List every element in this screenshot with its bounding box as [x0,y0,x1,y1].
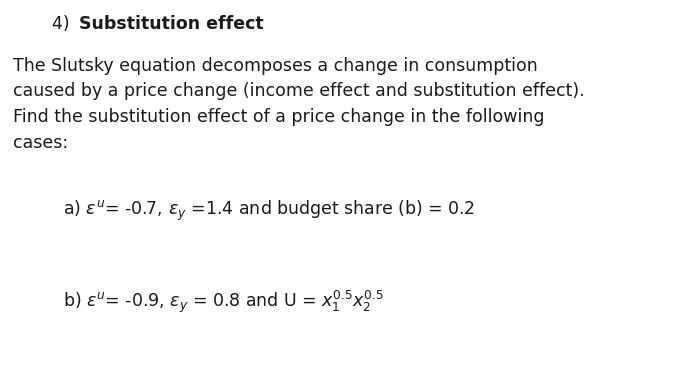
Text: The Slutsky equation decomposes a change in consumption
caused by a price change: The Slutsky equation decomposes a change… [13,57,584,152]
Text: b) $\varepsilon^{u}$= -0.9, $\varepsilon_{y}$ = 0.8 and U = $x_{1}^{0.5}x_{2}^{0: b) $\varepsilon^{u}$= -0.9, $\varepsilon… [63,288,384,315]
Text: a) $\varepsilon^{u}$= -0.7, $\varepsilon_{y}$ =1.4 and budget share (b) = 0.2: a) $\varepsilon^{u}$= -0.7, $\varepsilon… [63,199,475,223]
Text: 4): 4) [52,15,76,32]
Text: Substitution effect: Substitution effect [79,15,264,32]
